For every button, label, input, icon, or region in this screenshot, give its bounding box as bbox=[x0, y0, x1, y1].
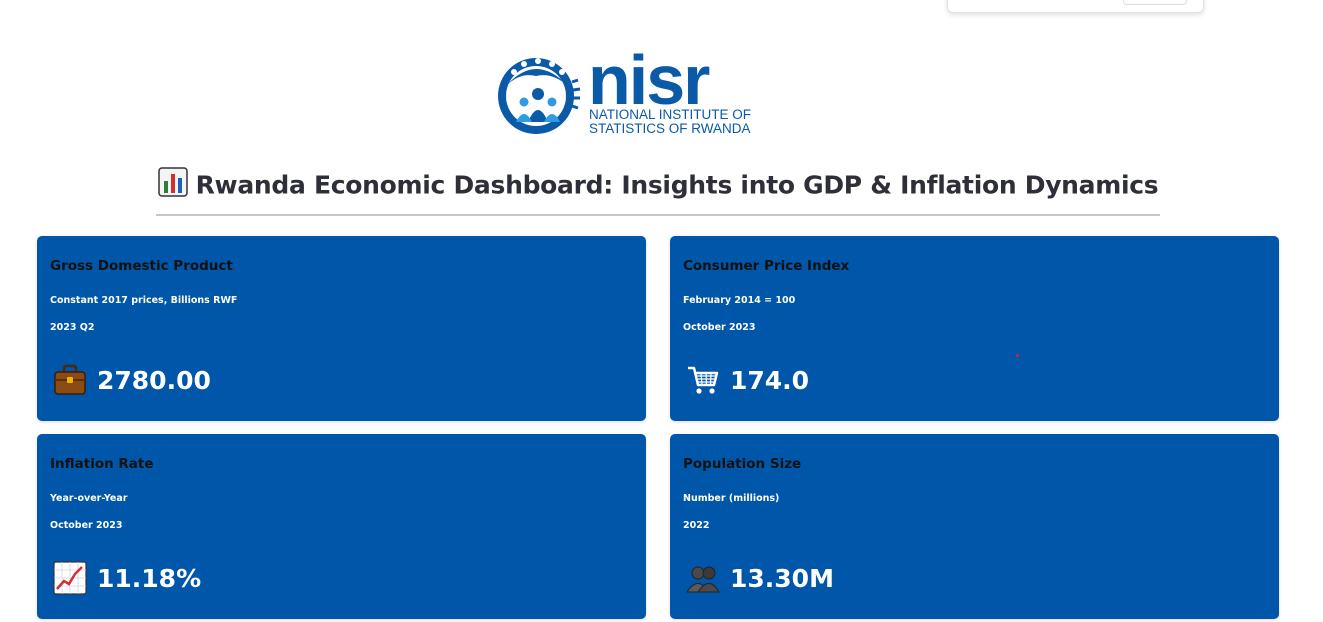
briefcase-icon bbox=[54, 364, 86, 395]
card-value: 11.18% bbox=[97, 563, 202, 593]
card-inflation: Inflation Rate Year-over-Year October 20… bbox=[37, 434, 646, 619]
card-subtitle: Year-over-Year bbox=[50, 493, 128, 504]
card-title: Inflation Rate bbox=[50, 456, 154, 472]
card-value: 2780.00 bbox=[97, 365, 211, 395]
page-title: Rwanda Economic Dashboard: Insights into… bbox=[195, 170, 1159, 200]
card-gdp: Gross Domestic Product Constant 2017 pri… bbox=[37, 236, 646, 421]
nisr-logo: nisr NATIONAL INSTITUTE OF STATISTICS OF… bbox=[492, 41, 752, 142]
card-title: Gross Domestic Product bbox=[50, 258, 233, 274]
card-subtitle: February 2014 = 100 bbox=[683, 295, 796, 306]
card-title: Population Size bbox=[683, 456, 802, 472]
card-cpi: Consumer Price Index February 2014 = 100… bbox=[670, 236, 1279, 421]
logo-subtitle: NATIONAL INSTITUTE OF STATISTICS OF RWAN… bbox=[589, 107, 752, 136]
people-icon bbox=[686, 566, 720, 593]
bar-chart-icon bbox=[157, 167, 188, 197]
card-period: 2022 bbox=[683, 520, 710, 531]
card-value: 13.30M bbox=[730, 563, 834, 593]
card-value: 174.0 bbox=[730, 365, 810, 395]
logo-wordmark: nisr bbox=[588, 41, 710, 119]
card-title: Consumer Price Index bbox=[683, 258, 850, 274]
page-title-row: Rwanda Economic Dashboard: Insights into… bbox=[156, 167, 1160, 216]
card-subtitle: Number (millions) bbox=[683, 493, 780, 504]
nisr-emblem-icon bbox=[498, 58, 581, 134]
card-period: October 2023 bbox=[683, 322, 756, 333]
card-period: 2023 Q2 bbox=[50, 322, 95, 333]
floating-panel bbox=[947, 0, 1204, 13]
chart-increasing-icon bbox=[53, 561, 87, 595]
panel-button[interactable] bbox=[1123, 0, 1187, 5]
shopping-cart-icon bbox=[688, 366, 719, 394]
card-period: October 2023 bbox=[50, 520, 123, 531]
card-subtitle: Constant 2017 prices, Billions RWF bbox=[50, 295, 238, 306]
marker-dot bbox=[1016, 354, 1019, 357]
card-population: Population Size Number (millions) 2022 1… bbox=[670, 434, 1279, 619]
